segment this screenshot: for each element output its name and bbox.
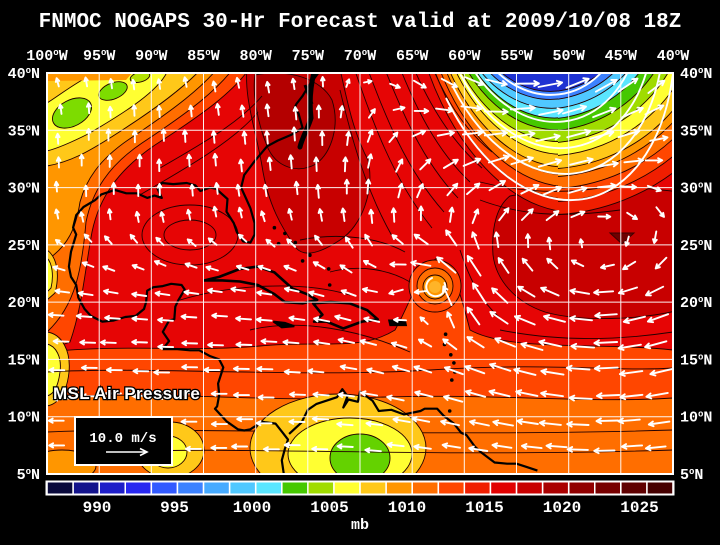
svg-text:1025: 1025 — [620, 499, 658, 517]
svg-text:85oW: 85oW — [187, 48, 219, 65]
svg-text:1015: 1015 — [465, 499, 503, 517]
svg-text:15oN: 15oN — [680, 352, 712, 369]
svg-text:15oN: 15oN — [8, 352, 40, 369]
svg-text:90oW: 90oW — [135, 48, 167, 65]
svg-text:mb: mb — [351, 517, 369, 534]
svg-text:20oN: 20oN — [680, 295, 712, 312]
svg-text:60oW: 60oW — [448, 48, 480, 65]
svg-text:45oW: 45oW — [605, 48, 637, 65]
svg-text:1000: 1000 — [233, 499, 271, 517]
svg-text:55oW: 55oW — [500, 48, 532, 65]
svg-text:1005: 1005 — [310, 499, 348, 517]
svg-text:MSL Air Pressure: MSL Air Pressure — [53, 384, 200, 403]
svg-text:25oN: 25oN — [8, 238, 40, 255]
svg-text:35oN: 35oN — [680, 123, 712, 140]
svg-text:5oN: 5oN — [17, 467, 40, 484]
svg-text:10oN: 10oN — [8, 410, 40, 427]
svg-text:FNMOC NOGAPS 30-Hr Forecast va: FNMOC NOGAPS 30-Hr Forecast valid at 200… — [39, 11, 682, 34]
svg-text:20oN: 20oN — [8, 295, 40, 312]
svg-text:30oN: 30oN — [680, 181, 712, 198]
svg-text:50oW: 50oW — [552, 48, 584, 65]
svg-text:40oN: 40oN — [8, 66, 40, 83]
svg-text:40oN: 40oN — [680, 66, 712, 83]
svg-text:990: 990 — [83, 499, 112, 517]
svg-text:35oN: 35oN — [8, 123, 40, 140]
svg-text:65oW: 65oW — [396, 48, 428, 65]
svg-text:70oW: 70oW — [344, 48, 376, 65]
svg-text:75oW: 75oW — [292, 48, 324, 65]
svg-text:30oN: 30oN — [8, 181, 40, 198]
svg-text:10.0 m/s: 10.0 m/s — [89, 431, 156, 447]
svg-text:100oW: 100oW — [26, 48, 67, 65]
svg-text:25oN: 25oN — [680, 238, 712, 255]
svg-text:95oW: 95oW — [83, 48, 115, 65]
svg-text:80oW: 80oW — [239, 48, 271, 65]
svg-text:1010: 1010 — [388, 499, 426, 517]
svg-text:5oN: 5oN — [680, 467, 703, 484]
svg-text:10oN: 10oN — [680, 410, 712, 427]
svg-text:40oW: 40oW — [657, 48, 689, 65]
svg-text:1020: 1020 — [543, 499, 581, 517]
svg-text:995: 995 — [160, 499, 189, 517]
